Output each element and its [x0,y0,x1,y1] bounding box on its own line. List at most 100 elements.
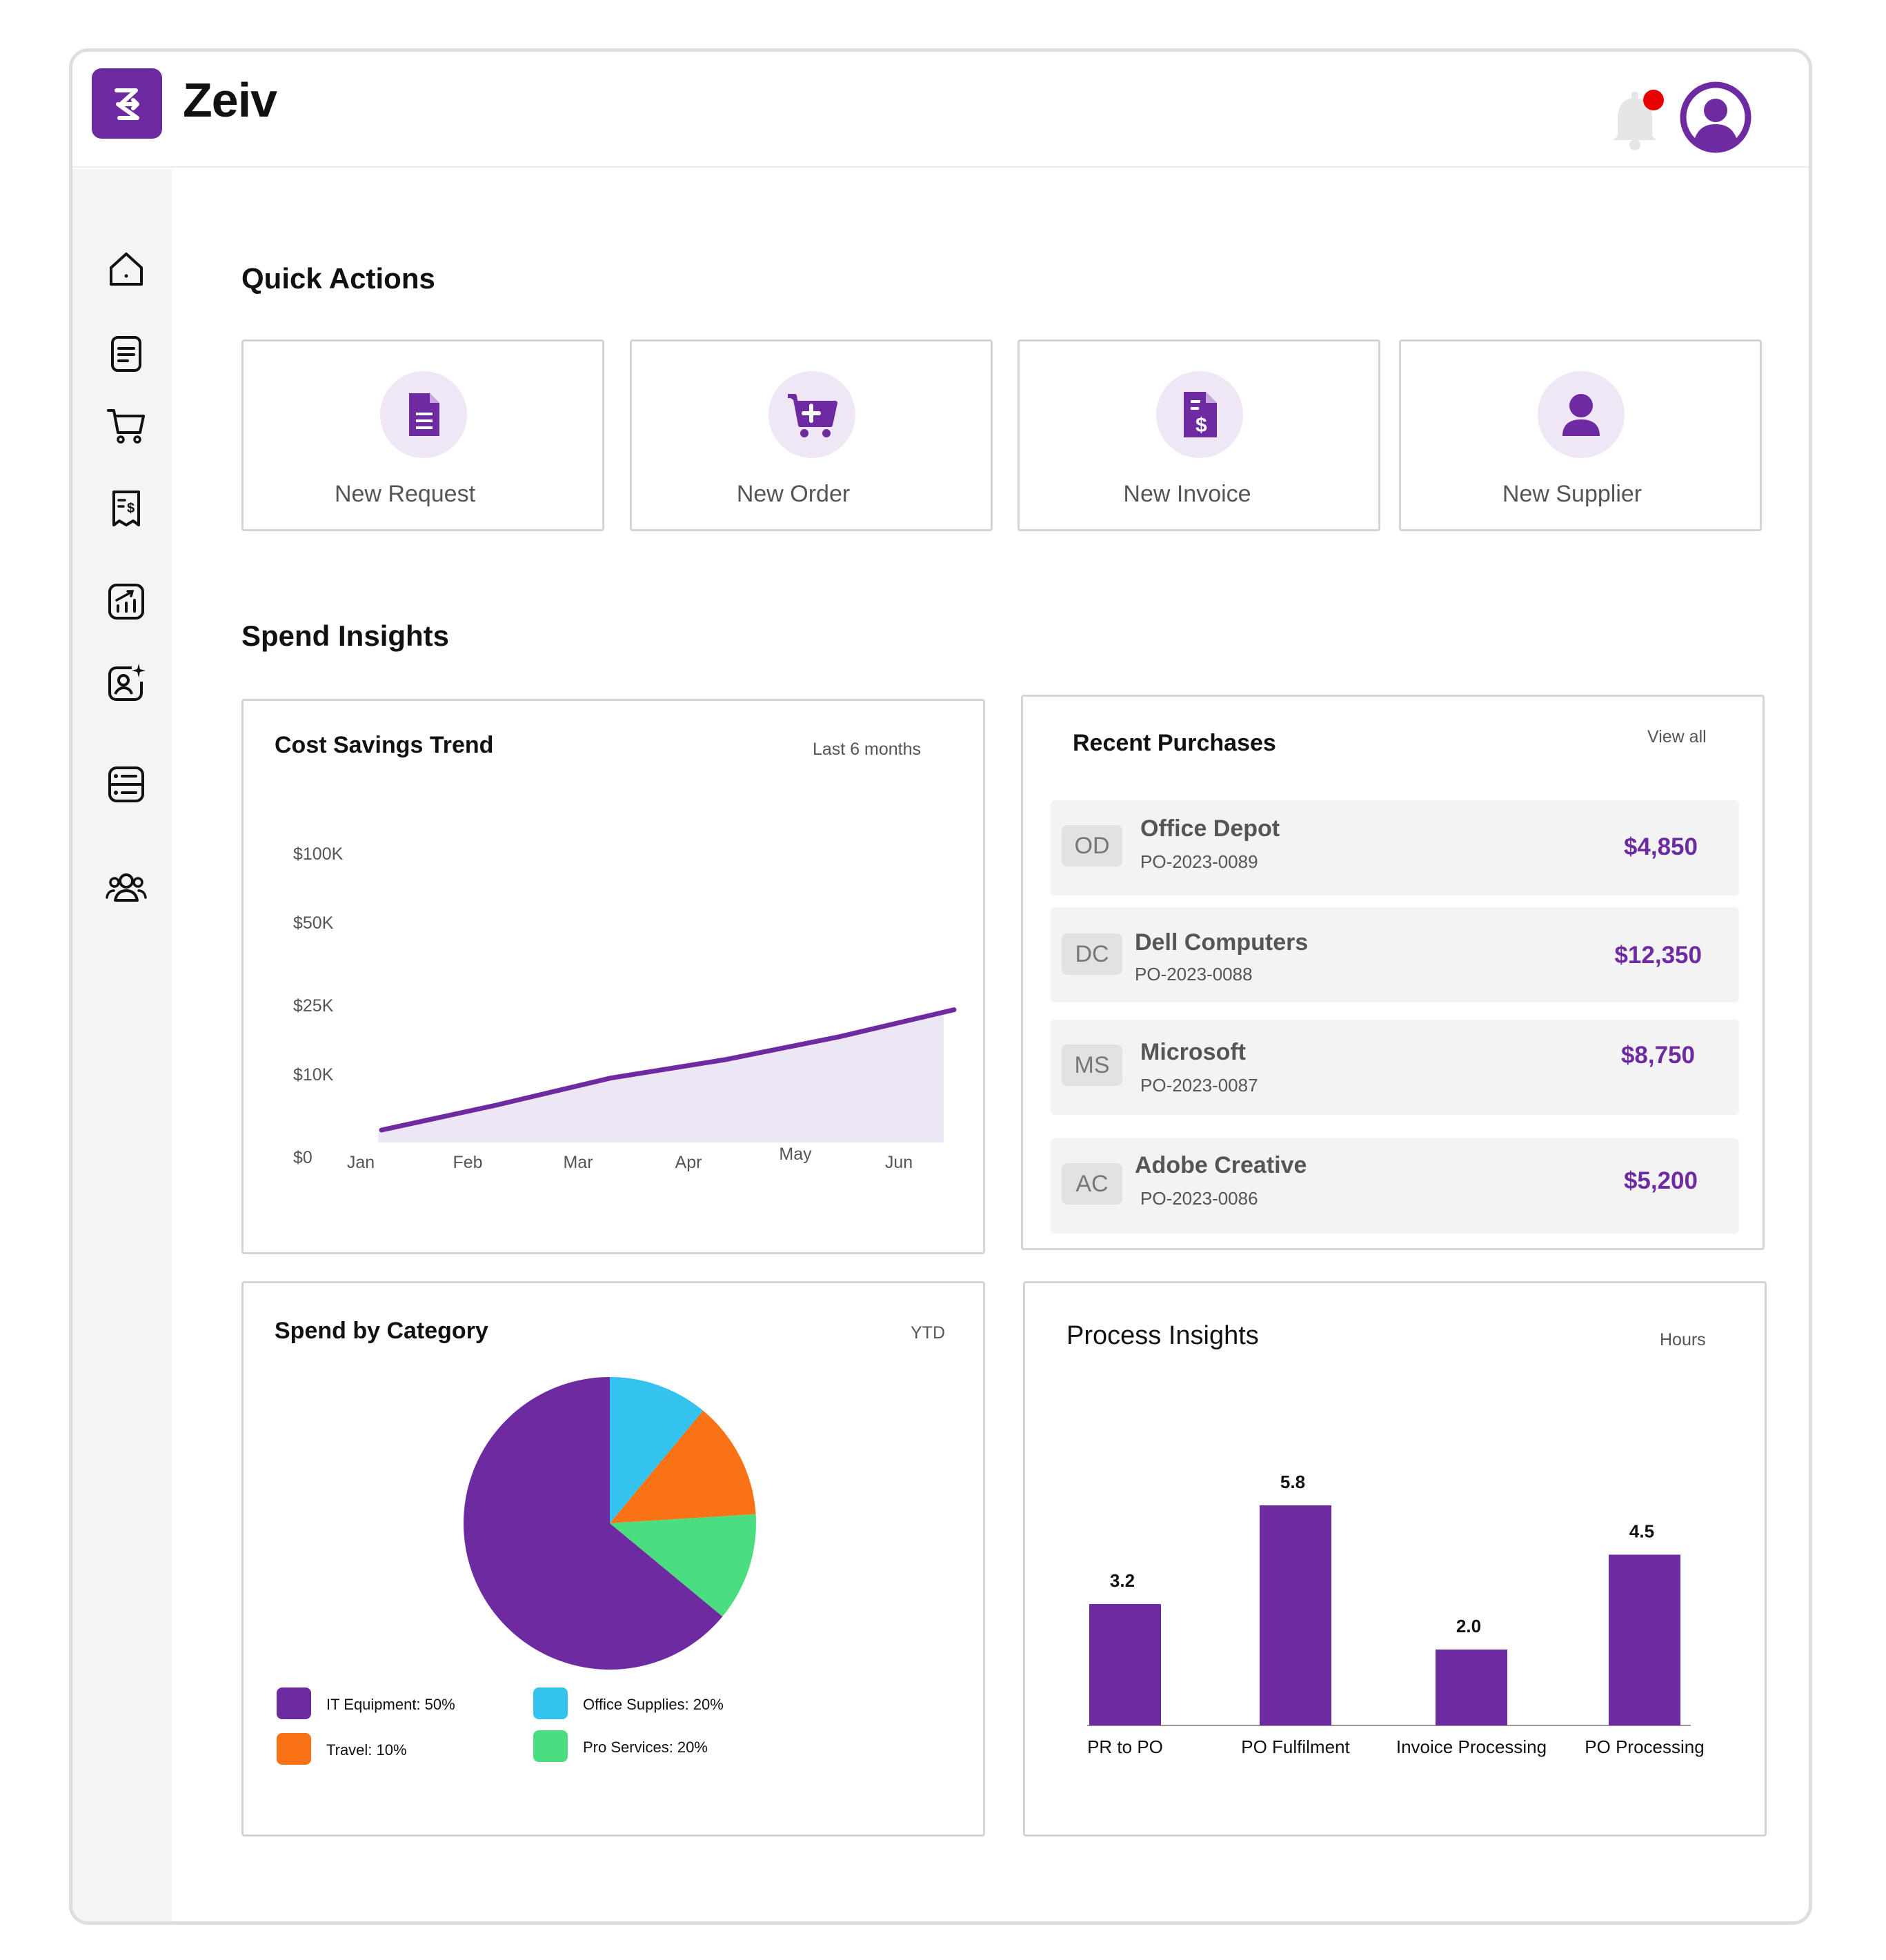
zeiv-logo-icon[interactable] [92,68,162,139]
legend-pro-services: Pro Services: 20% [583,1739,708,1756]
x-tick-label: Apr [675,1153,702,1172]
legend-swatch-pro-services [533,1730,568,1762]
new-invoice-card[interactable]: $ New Invoice [1018,339,1380,531]
recent-purchases-title: Recent Purchases [1073,730,1276,756]
y-tick-label: $50K [293,913,334,933]
notification-bell-icon[interactable] [1597,79,1673,155]
y-tick-label: $25K [293,996,334,1016]
vendor-initials: AC [1062,1163,1122,1205]
file-icon [380,371,467,458]
x-tick-label: Feb [453,1153,482,1172]
purchase-amount: $5,200 [1623,1167,1698,1194]
view-all-link[interactable]: View all [1647,727,1707,746]
trend-area [378,1012,944,1142]
profile-sparkle-icon[interactable] [106,662,147,704]
document-icon[interactable] [106,333,147,375]
bar-category-label: PO Fulfilment [1241,1736,1350,1757]
x-tick-label: Jan [347,1153,375,1172]
invoice-icon: $ [1156,371,1243,458]
po-number: PO-2023-0089 [1140,851,1258,872]
svg-text:$: $ [1195,414,1207,437]
pie-slice[interactable] [610,1377,704,1523]
process-insights-unit[interactable]: Hours [1660,1330,1706,1349]
bar-category-label: PO Processing [1585,1736,1704,1757]
bar-value-label: 3.2 [1110,1570,1135,1591]
spend-pie-chart [464,1377,756,1670]
notification-dot [1643,90,1664,110]
new-order-label: New Order [736,481,851,507]
x-tick-label: May [779,1145,812,1164]
new-supplier-label: New Supplier [1502,481,1642,507]
analytics-icon[interactable] [106,581,147,622]
svg-text:$: $ [127,501,135,516]
cost-savings-panel: Cost Savings Trend Last 6 months $100K $5… [241,699,985,1254]
app-window: Zeiv $ [69,48,1812,1925]
vendor-initials: DC [1062,933,1122,975]
po-number: PO-2023-0087 [1140,1075,1258,1096]
purchase-row[interactable]: MS Microsoft PO-2023-0087 $8,750 [1051,1020,1739,1115]
sidebar: $ [72,169,172,1921]
purchase-amount: $12,350 [1614,942,1702,969]
receipt-icon[interactable]: $ [106,488,147,529]
bar-value-label: 2.0 [1456,1616,1481,1636]
x-tick-label: Mar [563,1153,593,1172]
legend-office-supplies: Office Supplies: 20% [583,1696,724,1713]
bar[interactable] [1260,1505,1331,1725]
new-order-card[interactable]: New Order [630,339,993,531]
cart-icon[interactable] [106,405,147,446]
spend-by-category-panel: Spend by Category YTD IT Equipment: 50% … [241,1281,985,1837]
app-name: Zeiv [183,73,277,127]
spend-by-category-period[interactable]: YTD [911,1323,945,1343]
po-number: PO-2023-0088 [1135,964,1253,984]
pie-slice[interactable] [610,1514,756,1617]
process-insights-title: Process Insights [1066,1321,1259,1350]
user-icon [1538,371,1625,458]
pie-slice[interactable] [464,1377,723,1670]
legend-travel: Travel: 10% [326,1741,407,1759]
new-request-label: New Request [334,481,476,507]
purchase-row[interactable]: AC Adobe Creative PO-2023-0086 $5,200 [1051,1138,1739,1234]
purchase-amount: $4,850 [1623,833,1698,860]
spend-insights-title: Spend Insights [241,620,450,652]
cost-savings-chart: $100K $50K $25K $10K $0 Jan Feb Mar Apr May Jun [293,844,957,1172]
bar-category-label: Invoice Processing [1396,1736,1547,1757]
bar[interactable] [1609,1554,1680,1726]
process-bar-chart: 3.2 PR to PO 5.8 PO Fulfilment 2.0 Invoice Pr… [1087,1472,1705,1757]
user-avatar-icon[interactable] [1680,81,1751,153]
bar-category-label: PR to PO [1087,1736,1163,1757]
bar[interactable] [1089,1604,1161,1725]
y-tick-label: $10K [293,1065,334,1085]
vendor-initials: MS [1062,1045,1122,1086]
po-number: PO-2023-0086 [1140,1188,1258,1209]
vendor-name: Microsoft [1140,1039,1246,1065]
users-icon[interactable] [106,866,147,907]
quick-actions-title: Quick Actions [241,262,435,295]
x-tick-label: Jun [885,1153,913,1172]
bar-value-label: 5.8 [1280,1472,1305,1492]
purchase-row[interactable]: OD Office Depot PO-2023-0089 $4,850 [1051,800,1739,895]
recent-purchases-panel: Recent Purchases View all OD Office Depo… [1021,695,1765,1250]
vendor-name: Adobe Creative [1135,1152,1307,1178]
cart-plus-icon [768,371,855,458]
pie-slice[interactable] [610,1410,756,1523]
vendor-name: Office Depot [1140,815,1280,842]
bar-value-label: 4.5 [1629,1521,1654,1542]
legend-swatch-office-supplies [533,1687,568,1719]
process-insights-panel: Process Insights Hours 3.2 PR to PO 5.8 PO … [1023,1281,1767,1837]
new-invoice-label: New Invoice [1123,481,1251,507]
home-icon[interactable] [106,248,147,290]
new-supplier-card[interactable]: New Supplier [1399,339,1762,531]
legend-it-equipment: IT Equipment: 50% [326,1696,455,1713]
bar[interactable] [1436,1650,1507,1725]
purchase-row[interactable]: DC Dell Computers PO-2023-0088 $12,350 [1051,907,1739,1002]
purchase-amount: $8,750 [1620,1042,1695,1069]
y-tick-label: $100K [293,844,344,864]
legend-swatch-travel [277,1733,311,1765]
cost-savings-period[interactable]: Last 6 months [813,740,922,759]
y-tick-label: $0 [293,1148,312,1167]
vendor-name: Dell Computers [1135,929,1309,956]
spend-by-category-title: Spend by Category [275,1318,488,1344]
new-request-card[interactable]: New Request [241,339,604,531]
server-list-icon[interactable] [106,764,147,805]
legend-swatch-it-equipment [277,1687,311,1719]
